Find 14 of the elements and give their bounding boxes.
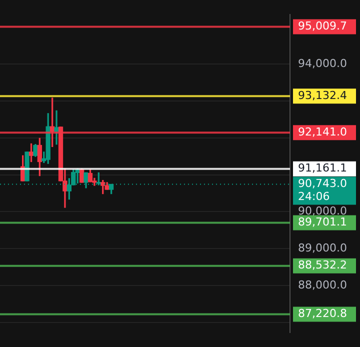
ref-line-label: 91,161.1 <box>298 162 347 175</box>
ref-line-label: 92,141.0 <box>298 126 347 139</box>
ref-line-label: 87,220.8 <box>298 307 347 320</box>
ref-line-label: 88,532.2 <box>298 258 347 272</box>
ref-line-label: 95,009.7 <box>298 20 347 33</box>
y-tick-label: 90,000.0 <box>298 204 347 218</box>
y-tick-label: 94,000.0 <box>298 56 347 70</box>
y-tick-label: 89,000.0 <box>298 241 347 254</box>
ref-line-label: 90,743.0 <box>298 177 347 190</box>
ref-line-label: 93,132.4 <box>298 88 347 102</box>
candlestick <box>24 152 30 182</box>
text: 24:06 <box>298 190 330 204</box>
ref-line-label: 89,701.1 <box>298 216 347 229</box>
y-tick-label: 88,000.0 <box>298 278 347 292</box>
